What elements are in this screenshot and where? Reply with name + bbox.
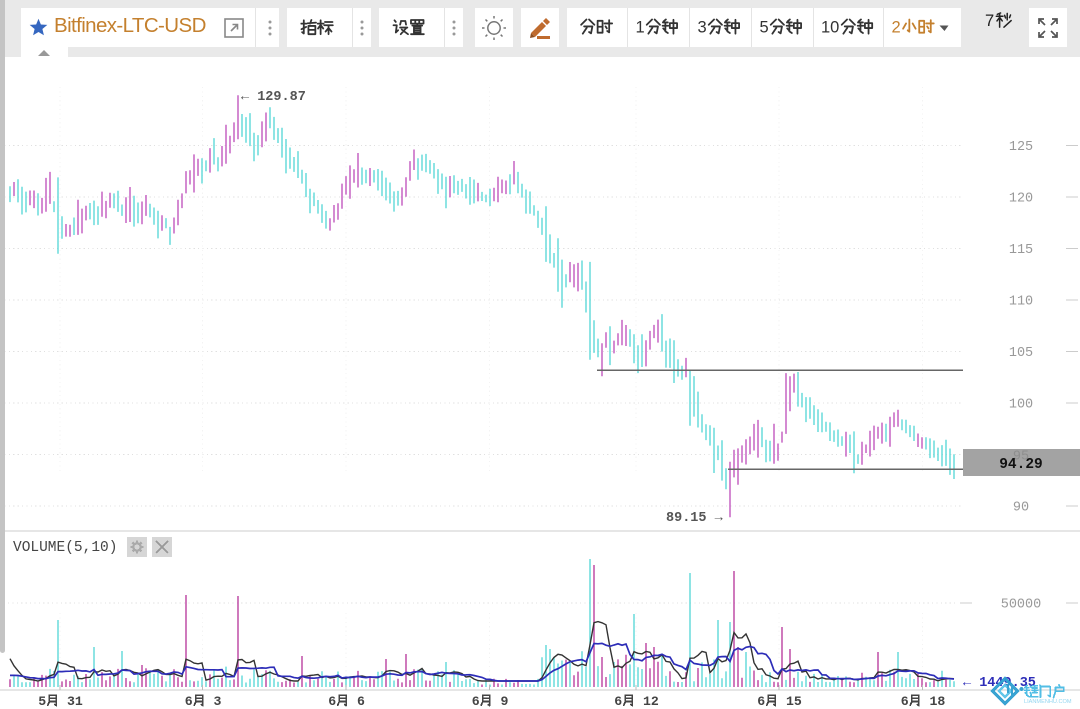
svg-text:18: 18 xyxy=(922,694,946,709)
svg-text:15: 15 xyxy=(778,694,802,709)
svg-text:1: 1 xyxy=(636,18,645,36)
svg-text:3: 3 xyxy=(698,18,707,36)
svg-text:6: 6 xyxy=(614,694,622,709)
svg-text:125: 125 xyxy=(1009,140,1033,155)
svg-text:12: 12 xyxy=(635,694,659,709)
svg-text:6: 6 xyxy=(472,694,480,709)
svg-text:115: 115 xyxy=(1009,243,1033,258)
svg-text:95: 95 xyxy=(1013,450,1029,465)
svg-text:LIANMENHU.COM: LIANMENHU.COM xyxy=(1024,699,1072,705)
svg-text:31: 31 xyxy=(59,694,83,709)
svg-text:6: 6 xyxy=(349,694,365,709)
svg-text:2: 2 xyxy=(891,18,900,36)
svg-text:9: 9 xyxy=(493,694,509,709)
svg-text:10: 10 xyxy=(821,18,839,36)
svg-text:105: 105 xyxy=(1009,346,1033,361)
svg-text:94.29: 94.29 xyxy=(999,457,1043,473)
svg-text:100: 100 xyxy=(1009,398,1033,413)
svg-text:120: 120 xyxy=(1009,192,1033,207)
svg-text:← 129.87: ← 129.87 xyxy=(241,90,306,105)
svg-text:50000: 50000 xyxy=(1001,598,1042,613)
svg-text:110: 110 xyxy=(1009,295,1033,310)
svg-text:VOLUME(5,10): VOLUME(5,10) xyxy=(13,540,117,556)
svg-text:6: 6 xyxy=(185,694,193,709)
svg-text:7: 7 xyxy=(985,12,994,30)
svg-text:5: 5 xyxy=(760,18,769,36)
svg-text:6: 6 xyxy=(901,694,909,709)
svg-text:6: 6 xyxy=(757,694,765,709)
svg-text:3: 3 xyxy=(206,694,222,709)
svg-text:90: 90 xyxy=(1013,501,1029,516)
svg-text:89.15 →: 89.15 → xyxy=(666,511,724,526)
svg-text:5: 5 xyxy=(38,694,46,709)
svg-text:6: 6 xyxy=(328,694,336,709)
